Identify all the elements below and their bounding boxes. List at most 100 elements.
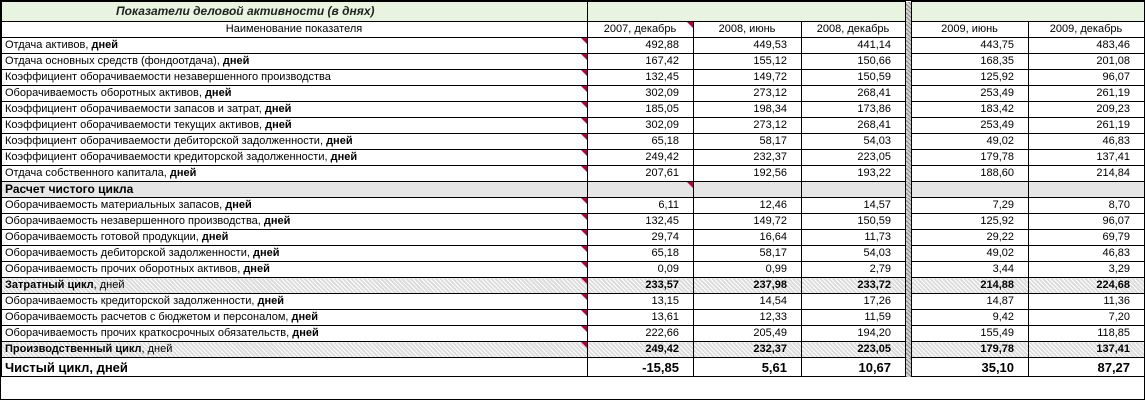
value-cell[interactable]: 443,75 (911, 37, 1030, 54)
value-cell[interactable]: 194,20 (800, 325, 907, 342)
value-cell[interactable]: 179,78 (911, 149, 1030, 166)
value-cell[interactable]: 69,79 (1028, 229, 1145, 246)
value-cell[interactable]: 13,15 (587, 293, 694, 310)
value-cell[interactable]: 87,27 (1028, 357, 1145, 377)
value-cell[interactable]: 96,07 (1028, 213, 1145, 230)
value-cell[interactable]: 173,86 (800, 101, 907, 118)
row-label-cell[interactable]: Оборачиваемость незавершенного производс… (1, 213, 588, 230)
value-cell[interactable]: 214,88 (911, 277, 1030, 294)
header-col-0[interactable]: 2007, декабрь (587, 21, 694, 38)
value-cell[interactable]: 12,46 (693, 197, 802, 214)
section-blank-cell[interactable] (911, 181, 1030, 198)
value-cell[interactable]: 14,87 (911, 293, 1030, 310)
value-cell[interactable]: 223,05 (800, 149, 907, 166)
header-col-2[interactable]: 2008, декабрь (800, 21, 907, 38)
value-cell[interactable]: 118,85 (1028, 325, 1145, 342)
row-label-cell[interactable]: Отдача собственного капитала, дней (1, 165, 588, 182)
row-label-cell[interactable]: Коэффициент оборачиваемости дебиторской … (1, 133, 588, 150)
value-cell[interactable]: 137,41 (1028, 341, 1145, 358)
value-cell[interactable]: 58,17 (693, 245, 802, 262)
value-cell[interactable]: 167,42 (587, 53, 694, 70)
value-cell[interactable]: 249,42 (587, 341, 694, 358)
value-cell[interactable]: 222,66 (587, 325, 694, 342)
value-cell[interactable]: 7,29 (911, 197, 1030, 214)
value-cell[interactable]: 46,83 (1028, 245, 1145, 262)
value-cell[interactable]: 179,78 (911, 341, 1030, 358)
value-cell[interactable]: 11,36 (1028, 293, 1145, 310)
title-cell-blank[interactable] (586, 1, 907, 22)
value-cell[interactable]: 150,59 (800, 69, 907, 86)
value-cell[interactable]: 49,02 (911, 245, 1030, 262)
value-cell[interactable]: 5,61 (693, 357, 802, 377)
section-title[interactable]: Расчет чистого цикла (1, 181, 588, 198)
section-blank-cell[interactable] (693, 181, 802, 198)
value-cell[interactable]: 14,57 (800, 197, 907, 214)
row-label-cell[interactable]: Оборачиваемость кредиторской задолженнос… (1, 293, 588, 310)
value-cell[interactable]: 96,07 (1028, 69, 1145, 86)
value-cell[interactable]: 273,12 (693, 117, 802, 134)
value-cell[interactable]: 132,45 (587, 69, 694, 86)
value-cell[interactable]: 58,17 (693, 133, 802, 150)
value-cell[interactable]: 132,45 (587, 213, 694, 230)
value-cell[interactable]: 35,10 (911, 357, 1030, 377)
value-cell[interactable]: 65,18 (587, 133, 694, 150)
header-col-1[interactable]: 2008, июнь (693, 21, 802, 38)
row-label-cell[interactable]: Производственный цикл, дней (1, 341, 588, 358)
value-cell[interactable]: 188,60 (911, 165, 1030, 182)
value-cell[interactable]: 13,61 (587, 309, 694, 326)
value-cell[interactable]: 9,42 (911, 309, 1030, 326)
value-cell[interactable]: 14,54 (693, 293, 802, 310)
value-cell[interactable]: 224,68 (1028, 277, 1145, 294)
row-label-cell[interactable]: Коэффициент оборачиваемости кредиторской… (1, 149, 588, 166)
value-cell[interactable]: 214,84 (1028, 165, 1145, 182)
value-cell[interactable]: 233,72 (800, 277, 907, 294)
value-cell[interactable]: 492,88 (587, 37, 694, 54)
value-cell[interactable]: 54,03 (800, 133, 907, 150)
value-cell[interactable]: 65,18 (587, 245, 694, 262)
value-cell[interactable]: 232,37 (693, 149, 802, 166)
value-cell[interactable]: -15,85 (587, 357, 694, 377)
value-cell[interactable]: 11,59 (800, 309, 907, 326)
row-label-cell[interactable]: Коэффициент оборачиваемости текущих акти… (1, 117, 588, 134)
value-cell[interactable]: 137,41 (1028, 149, 1145, 166)
value-cell[interactable]: 155,49 (911, 325, 1030, 342)
value-cell[interactable]: 483,46 (1028, 37, 1145, 54)
value-cell[interactable]: 201,08 (1028, 53, 1145, 70)
value-cell[interactable]: 54,03 (800, 245, 907, 262)
value-cell[interactable]: 125,92 (911, 213, 1030, 230)
value-cell[interactable]: 7,20 (1028, 309, 1145, 326)
value-cell[interactable]: 261,19 (1028, 117, 1145, 134)
value-cell[interactable]: 449,53 (693, 37, 802, 54)
value-cell[interactable]: 0,99 (693, 261, 802, 278)
row-label-cell[interactable]: Оборачиваемость прочих краткосрочных обя… (1, 325, 588, 342)
value-cell[interactable]: 6,11 (587, 197, 694, 214)
value-cell[interactable]: 150,59 (800, 213, 907, 230)
value-cell[interactable]: 441,14 (800, 37, 907, 54)
section-blank-cell[interactable] (1028, 181, 1145, 198)
value-cell[interactable]: 168,35 (911, 53, 1030, 70)
row-label-cell[interactable]: Отдача активов, дней (1, 37, 588, 54)
value-cell[interactable]: 183,42 (911, 101, 1030, 118)
value-cell[interactable]: 29,22 (911, 229, 1030, 246)
value-cell[interactable]: 185,05 (587, 101, 694, 118)
value-cell[interactable]: 209,23 (1028, 101, 1145, 118)
value-cell[interactable]: 3,29 (1028, 261, 1145, 278)
header-col-3[interactable]: 2009, июнь (911, 21, 1030, 38)
value-cell[interactable]: 149,72 (693, 69, 802, 86)
row-label-cell[interactable]: Оборачиваемость материальных запасов, дн… (1, 197, 588, 214)
value-cell[interactable]: 10,67 (800, 357, 907, 377)
row-label-cell[interactable]: Отдача основных средств (фондоотдача), д… (1, 53, 588, 70)
row-label-cell[interactable]: Коэффициент оборачиваемости запасов и за… (1, 101, 588, 118)
row-label-cell[interactable]: Оборачиваемость расчетов с бюджетом и пе… (1, 309, 588, 326)
value-cell[interactable]: 249,42 (587, 149, 694, 166)
value-cell[interactable]: 155,12 (693, 53, 802, 70)
value-cell[interactable]: 261,19 (1028, 85, 1145, 102)
row-label-cell[interactable]: Затратный цикл, дней (1, 277, 588, 294)
row-label-cell[interactable]: Оборачиваемость готовой продукции, дней (1, 229, 588, 246)
value-cell[interactable]: 268,41 (800, 117, 907, 134)
value-cell[interactable]: 150,66 (800, 53, 907, 70)
value-cell[interactable]: 125,92 (911, 69, 1030, 86)
value-cell[interactable]: 3,44 (911, 261, 1030, 278)
value-cell[interactable]: 233,57 (587, 277, 694, 294)
value-cell[interactable]: 0,09 (587, 261, 694, 278)
